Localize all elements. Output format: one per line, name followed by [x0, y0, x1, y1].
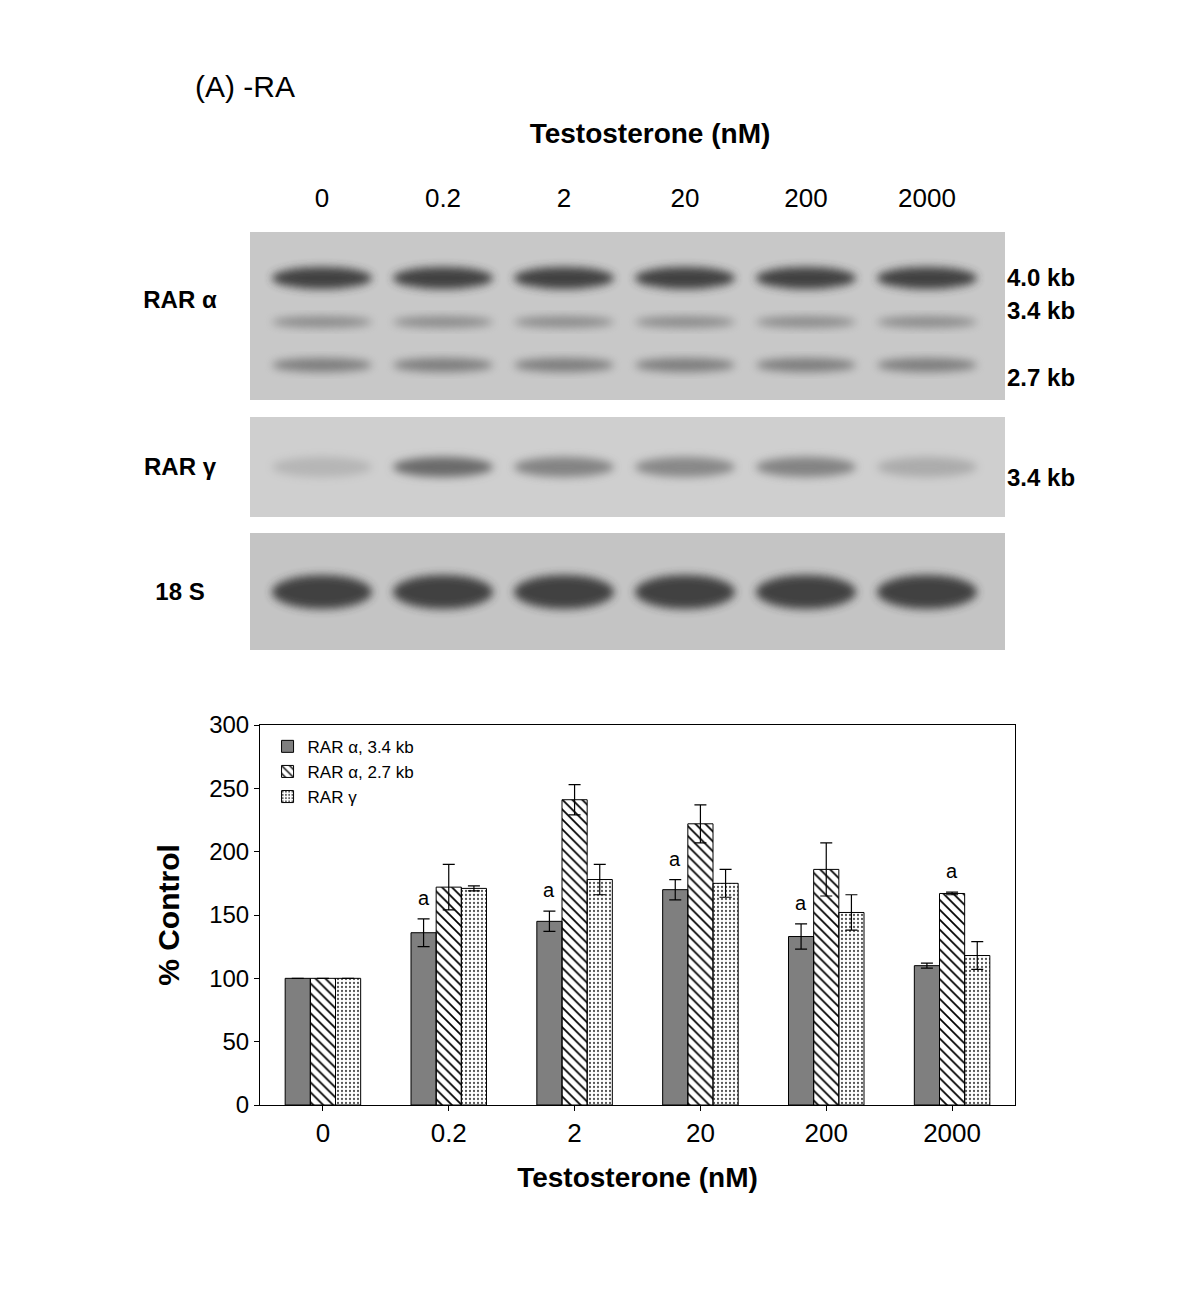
svg-text:RAR α, 2.7 kb: RAR α, 2.7 kb: [308, 763, 414, 782]
svg-text:0: 0: [316, 1118, 330, 1148]
svg-text:Testosterone (nM): Testosterone (nM): [517, 1162, 758, 1193]
svg-text:a: a: [543, 879, 555, 901]
svg-text:100: 100: [209, 965, 249, 992]
svg-text:a: a: [418, 887, 430, 909]
svg-text:2: 2: [557, 183, 571, 213]
svg-text:200: 200: [784, 183, 827, 213]
svg-text:20: 20: [671, 183, 700, 213]
svg-text:18 S: 18 S: [155, 578, 204, 605]
svg-text:20: 20: [686, 1118, 715, 1148]
svg-text:0.2: 0.2: [431, 1118, 467, 1148]
svg-text:RAR α, 3.4 kb: RAR α, 3.4 kb: [308, 738, 414, 757]
svg-text:200: 200: [805, 1118, 848, 1148]
svg-text:50: 50: [222, 1028, 249, 1055]
svg-text:4.0 kb: 4.0 kb: [1007, 264, 1075, 291]
svg-text:% Control: % Control: [152, 844, 185, 986]
svg-text:2000: 2000: [898, 183, 956, 213]
svg-text:200: 200: [209, 838, 249, 865]
svg-text:150: 150: [209, 901, 249, 928]
svg-text:a: a: [669, 848, 681, 870]
svg-text:a: a: [795, 892, 807, 914]
svg-text:250: 250: [209, 775, 249, 802]
svg-text:2.7 kb: 2.7 kb: [1007, 364, 1075, 391]
svg-text:RAR γ: RAR γ: [308, 788, 358, 807]
svg-text:RAR γ: RAR γ: [144, 453, 217, 480]
svg-text:3.4 kb: 3.4 kb: [1007, 297, 1075, 324]
svg-text:RAR α: RAR α: [143, 286, 217, 313]
svg-text:3.4 kb: 3.4 kb: [1007, 464, 1075, 491]
svg-text:0: 0: [315, 183, 329, 213]
svg-text:0: 0: [236, 1091, 249, 1118]
svg-text:Testosterone (nM): Testosterone (nM): [530, 118, 771, 149]
svg-text:2: 2: [567, 1118, 581, 1148]
svg-text:0.2: 0.2: [425, 183, 461, 213]
svg-text:300: 300: [209, 711, 249, 738]
svg-text:2000: 2000: [923, 1118, 981, 1148]
svg-text:a: a: [946, 860, 958, 882]
svg-text:(A) -RA: (A) -RA: [195, 70, 295, 103]
